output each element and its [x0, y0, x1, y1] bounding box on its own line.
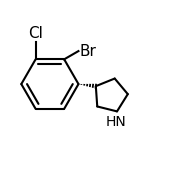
Text: HN: HN [106, 115, 127, 129]
Text: Br: Br [79, 44, 96, 59]
Text: Cl: Cl [28, 26, 43, 41]
